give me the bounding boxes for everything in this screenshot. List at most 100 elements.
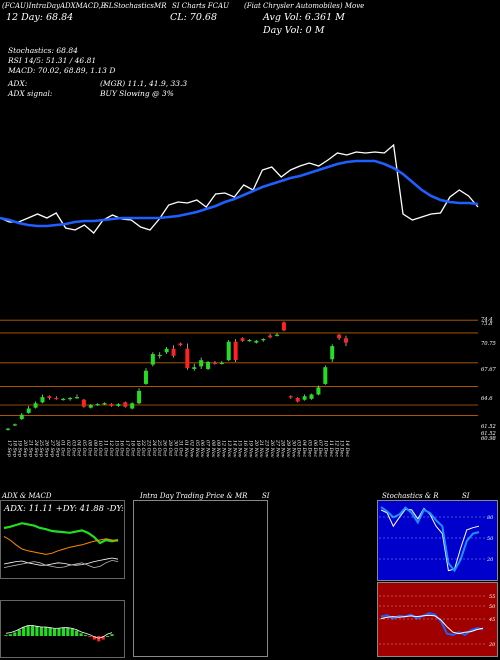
candle-body [74, 397, 79, 399]
candle-body [206, 361, 211, 369]
date-tick-label: 25 Oct [156, 439, 162, 456]
candle-body [61, 398, 66, 401]
macd-bar [22, 627, 26, 636]
date-tick-label: 17 Sep [6, 440, 12, 457]
stoch-level-label: 80 [487, 515, 494, 521]
date-tick-label: 30 Nov [290, 440, 296, 458]
stochastics-panel: 80 50 20 [377, 500, 498, 581]
date-tick-label: 05 Oct [81, 440, 87, 456]
header-title-1: (FCAU)IntraDayADXMACD,B [2, 2, 106, 10]
candle-body [288, 396, 293, 398]
header-title-4: (Fiat Chrysler Automobiles) Move [244, 2, 365, 10]
date-tick-label: 06 Nov [199, 440, 205, 458]
rsi-line [380, 612, 484, 637]
candle-body [109, 404, 114, 406]
date-tick-label: 30 Oct [172, 440, 178, 456]
stoch-value: Stochastics: 68.84 [8, 46, 78, 55]
macd-bar [110, 634, 114, 636]
price-axis-label: 61.52 [481, 424, 496, 430]
date-tick-label: 05 Dec [306, 440, 312, 457]
candle-body [192, 367, 197, 369]
day-vol-line: 12 Day: 68.84 [6, 12, 74, 23]
candle-body [123, 402, 128, 407]
date-tick-label: 24 Oct [151, 439, 157, 456]
avg-vol: Avg Vol: 6.361 M [263, 12, 345, 23]
date-tick-label: 27 Sep [49, 439, 55, 457]
candle-body [130, 403, 135, 409]
stochastic-line [380, 506, 480, 573]
date-tick-label: 12 Nov [221, 440, 227, 458]
macd-bar [97, 636, 101, 642]
adx-label: ADX: [8, 79, 28, 88]
stochastics-title: Stochastics & R [382, 492, 439, 500]
date-tick-label: 19 Oct [135, 440, 141, 456]
macd-bar [44, 627, 48, 636]
close-label: CL: 70.68 [170, 12, 217, 23]
macd-bar [26, 625, 30, 636]
upper-price-chart [0, 143, 479, 234]
price-line [0, 143, 479, 234]
header-title-2: SLStochasticsMR [104, 2, 167, 10]
candle-body [226, 341, 231, 361]
macd-bar [70, 628, 74, 636]
price-axis-label: 64.6 [481, 396, 493, 402]
date-tick-label: 22 Oct [140, 439, 146, 456]
date-tick-label: 27 Nov [274, 439, 280, 458]
date-tick-label: 11 Oct [103, 440, 109, 456]
price-axis-label: 74.4 [481, 317, 493, 323]
adx-series-line [3, 559, 119, 569]
date-tick-label: 03 Oct [70, 440, 76, 456]
date-tick-label: 14 Dec [344, 440, 350, 457]
candle-body [268, 335, 273, 338]
candle-body [164, 348, 169, 353]
stochastics-si: SI [462, 492, 470, 500]
price-axis-label: 60.98 [481, 436, 497, 442]
candle-body [54, 397, 59, 400]
candle-body [219, 362, 224, 365]
candle-body [330, 346, 335, 360]
candle-body [33, 403, 38, 408]
date-tick-label: 09 Oct [92, 440, 98, 456]
macd-bar [88, 636, 92, 637]
date-tick-label: 31 Oct [178, 440, 184, 456]
date-tick-label: 15 Oct [113, 440, 119, 456]
mgr-value: (MGR) 11.1, 41.9, 33.3 [100, 79, 188, 88]
candle-body [157, 354, 162, 357]
date-tick-label: 12 Oct [108, 440, 114, 456]
date-tick-label: 29 Oct [167, 439, 173, 456]
macd-bar [101, 636, 105, 640]
candle-body [261, 339, 266, 341]
candle-body [302, 396, 307, 400]
macd-panel [0, 600, 125, 658]
date-tick-label: 04 Dec [301, 440, 307, 457]
candle-body [316, 387, 321, 395]
candle-body [178, 343, 183, 346]
date-tick-label: 04 Oct [76, 440, 82, 456]
date-tick-label: 18 Oct [129, 440, 135, 456]
candle-body [233, 341, 238, 361]
macd-bar [57, 628, 61, 636]
macd-bar [8, 634, 13, 636]
date-tick-label: 08 Nov [210, 440, 216, 458]
candle-body [150, 354, 155, 365]
date-tick-label: 13 Nov [226, 440, 232, 458]
candle-body [68, 397, 73, 400]
date-tick-label: 07 Nov [205, 440, 211, 458]
intraday-title: Intra Day Trading Price & MR [140, 492, 248, 500]
candle-body [344, 338, 348, 343]
date-tick-label: 15 Nov [237, 440, 243, 458]
date-tick-label: 25 Sep [38, 439, 44, 457]
date-tick-label: 21 Sep [28, 439, 34, 457]
candle-body [171, 348, 176, 356]
rsi-value: RSI 14/5: 51.31 / 46.81 [8, 56, 97, 65]
date-tick-label: 05 Nov [194, 440, 200, 458]
macd-bar [83, 635, 88, 637]
macd-bar [61, 627, 66, 636]
date-tick-label: 23 Oct [146, 439, 152, 456]
date-tick-label: 28 Nov [280, 439, 286, 458]
candle-body [143, 370, 148, 384]
candle-body [247, 339, 252, 342]
date-tick-label: 12 Dec [333, 440, 339, 457]
rsi-level-label: 45 [488, 617, 495, 623]
date-tick-label: 26 Oct [162, 439, 168, 456]
